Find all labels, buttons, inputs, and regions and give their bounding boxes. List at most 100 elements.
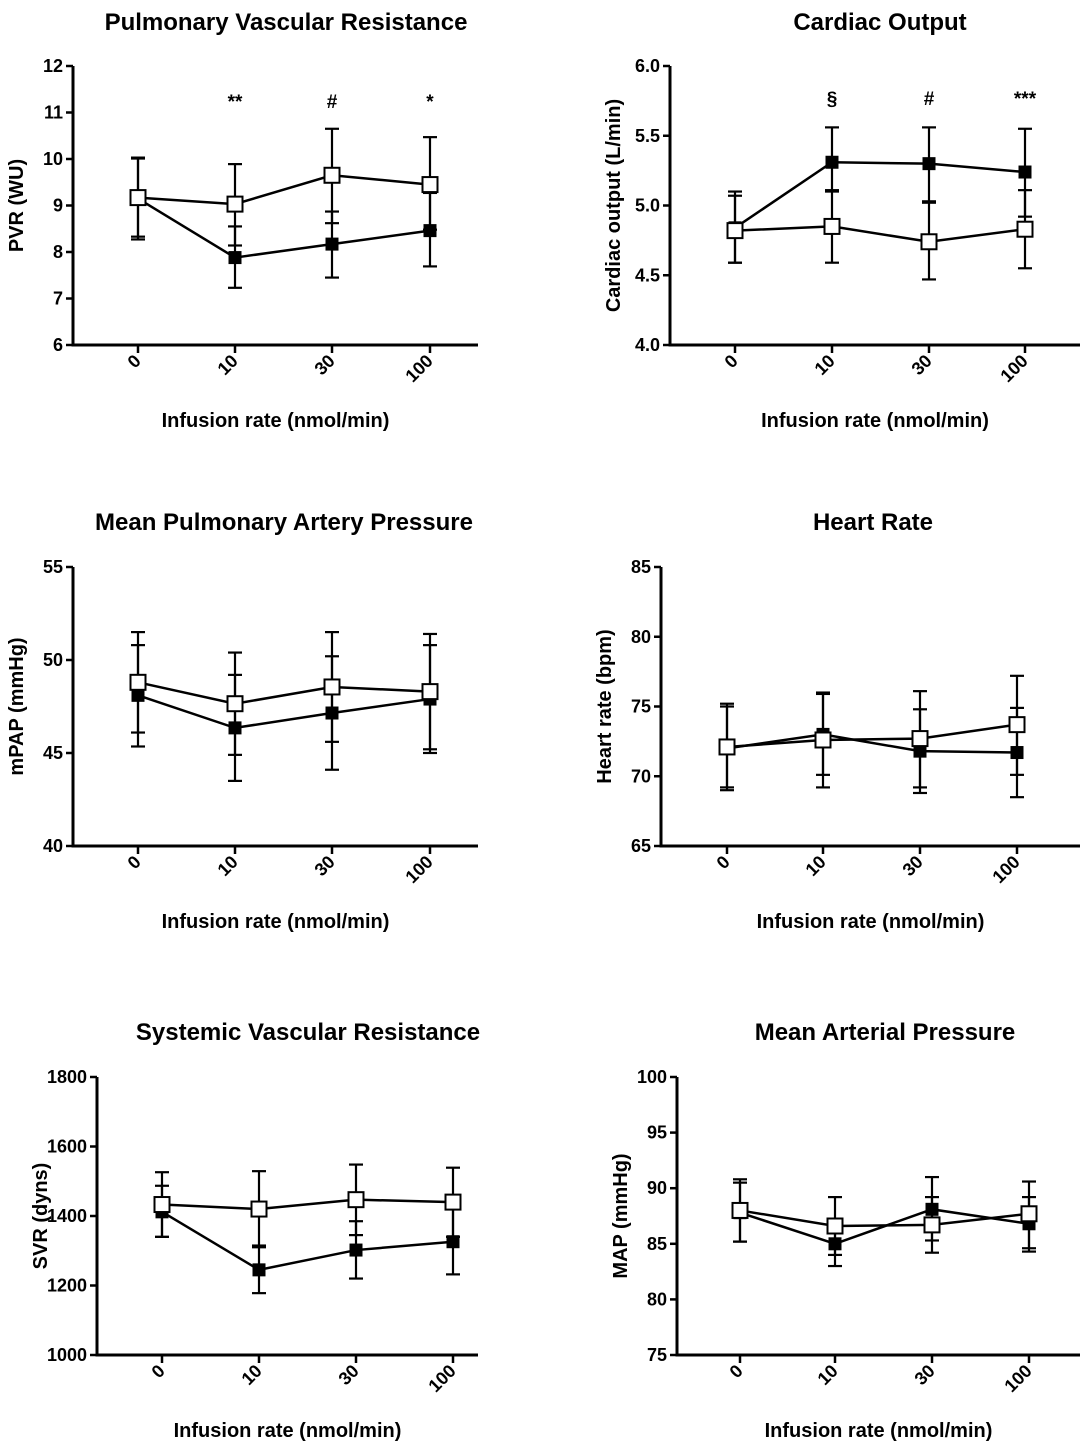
y-tick-label: 6 <box>53 335 63 355</box>
y-tick-label: 1800 <box>47 1067 87 1087</box>
y-tick-label: 80 <box>631 627 651 647</box>
y-tick-label: 90 <box>647 1178 667 1198</box>
data-point-open <box>250 1200 268 1218</box>
data-point-open <box>911 730 929 748</box>
chart-hr: Heart Rate 65 70 75 80 85 0 10 30 100 Infusion rat… <box>594 509 1080 933</box>
data-point-open <box>726 222 744 240</box>
data-point-filled <box>828 1237 842 1251</box>
y-tick-label: 80 <box>647 1289 667 1309</box>
data-point-filled <box>922 157 936 171</box>
x-tick-label: 30 <box>911 1361 939 1389</box>
x-tick-label: 100 <box>424 1361 459 1396</box>
data-point-filled <box>325 237 339 251</box>
data-point-filled <box>913 744 927 758</box>
data-point-filled <box>825 155 839 169</box>
chart-svr: Systemic Vascular Resistance100012001400… <box>30 1019 480 1442</box>
y-tick-label: 10 <box>43 149 63 169</box>
series-line-filled <box>137 197 431 259</box>
x-tick-label: 0 <box>124 852 145 873</box>
data-point-open <box>323 678 341 696</box>
y-tick-label: 6.0 <box>635 56 660 76</box>
chart-title: Systemic Vascular Resistance <box>136 1019 480 1046</box>
chart-title: Mean Arterial Pressure <box>755 1019 1016 1046</box>
y-tick-label: 1600 <box>47 1137 87 1157</box>
y-tick-label: 1200 <box>47 1276 87 1296</box>
data-point-filled <box>228 721 242 735</box>
data-point-open <box>226 695 244 713</box>
y-tick-label: 75 <box>647 1345 667 1365</box>
data-point-filled <box>925 1202 939 1216</box>
significance-marker: § <box>827 89 838 110</box>
data-point-filled <box>423 224 437 238</box>
y-axis-label: PVR (WU) <box>6 159 28 252</box>
x-tick-label: 100 <box>996 351 1031 386</box>
chart-title: Heart Rate <box>813 509 933 536</box>
data-point-open <box>153 1196 171 1214</box>
x-axis-label: Infusion rate (nmol/min) <box>162 410 390 432</box>
y-tick-label: 70 <box>631 766 651 786</box>
data-point-open <box>731 1201 749 1219</box>
data-point-open <box>826 1217 844 1235</box>
x-axis-label: Infusion rate (nmol/min) <box>174 1420 402 1442</box>
x-tick-label: 0 <box>148 1361 169 1382</box>
series-line-open <box>137 681 431 705</box>
significance-marker: * <box>426 92 434 113</box>
x-tick-label: 10 <box>214 852 242 880</box>
significance-marker: *** <box>1014 89 1037 110</box>
x-tick-label: 30 <box>335 1361 363 1389</box>
data-point-filled <box>1018 165 1032 179</box>
y-tick-label: 40 <box>43 836 63 856</box>
x-axis-label: Infusion rate (nmol/min) <box>761 410 989 432</box>
y-tick-label: 8 <box>53 242 63 262</box>
x-tick-label: 100 <box>1000 1361 1035 1396</box>
data-point-filled <box>228 251 242 265</box>
series-line-filled <box>726 733 1018 754</box>
y-axis-label: Cardiac output (L/min) <box>603 99 625 312</box>
data-point-filled <box>446 1235 460 1249</box>
chart-mpap: Mean Pulmonary Artery Pressure 40 45 50 55 0 1… <box>6 509 478 933</box>
x-tick-label: 10 <box>214 351 242 379</box>
x-tick-label: 30 <box>311 351 339 379</box>
data-point-open <box>129 673 147 691</box>
chart-pvr: Pulmonary Vascular Resistance 6 7 8 9 10 11 12 0… <box>6 9 478 432</box>
data-point-open <box>129 189 147 207</box>
y-tick-label: 4.0 <box>635 335 660 355</box>
x-tick-label: 10 <box>811 351 839 379</box>
chart-title: Mean Pulmonary Artery Pressure <box>95 509 473 536</box>
y-tick-label: 11 <box>44 103 63 123</box>
data-point-open <box>814 731 832 749</box>
y-axis-label: mPAP (mmHg) <box>6 637 28 775</box>
data-point-filled <box>131 688 145 702</box>
significance-marker: ** <box>228 92 243 113</box>
y-tick-label: 5.5 <box>635 126 660 146</box>
x-tick-label: 10 <box>802 852 830 880</box>
data-point-filled <box>349 1243 363 1257</box>
y-tick-label: 4.5 <box>635 265 660 285</box>
y-tick-label: 65 <box>631 836 651 856</box>
y-tick-label: 75 <box>631 697 651 717</box>
data-point-open <box>421 176 439 194</box>
x-tick-label: 10 <box>814 1361 842 1389</box>
x-tick-label: 30 <box>311 852 339 880</box>
significance-marker: # <box>924 89 935 110</box>
data-point-open <box>347 1191 365 1209</box>
y-tick-label: 12 <box>43 56 63 76</box>
y-tick-label: 55 <box>43 557 63 577</box>
series-line-open <box>726 723 1018 749</box>
data-point-open <box>421 683 439 701</box>
chart-map: Mean Arterial Pressure 75 80 85 90 95 100 0 10 30… <box>610 1019 1080 1442</box>
data-point-filled <box>252 1263 266 1277</box>
data-point-open <box>226 195 244 213</box>
data-point-open <box>323 166 341 184</box>
y-axis-label: Heart rate (bpm) <box>594 629 616 783</box>
y-tick-label: 45 <box>43 743 63 763</box>
series-line-filled <box>161 1210 454 1272</box>
data-point-open <box>823 217 841 235</box>
x-tick-label: 30 <box>908 351 936 379</box>
y-tick-label: 5.0 <box>635 196 660 216</box>
x-axis-label: Infusion rate (nmol/min) <box>757 911 985 933</box>
x-tick-label: 0 <box>124 351 145 372</box>
data-point-open <box>1016 220 1034 238</box>
data-point-open <box>718 738 736 756</box>
